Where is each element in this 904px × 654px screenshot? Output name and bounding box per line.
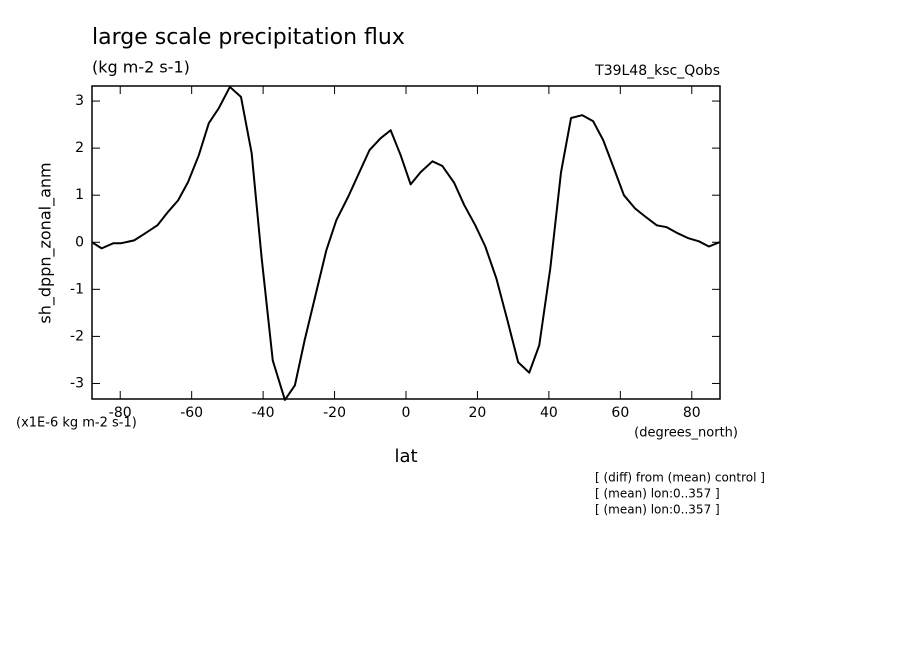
y-tick-label: -2 [70,328,84,344]
note: [ (mean) lon:0..357 ] [595,503,720,517]
y-tick-label: 0 [75,234,84,250]
data-line [91,85,720,401]
y-tick-label: 3 [75,93,84,109]
y-units: (x1E-6 kg m-2 s-1) [16,416,137,431]
note: [ (diff) from (mean) control ] [595,471,765,485]
y-tick-label: -1 [70,281,84,297]
x-tick-label: -60 [180,405,203,421]
y-tick-label: -3 [70,375,84,391]
x-tick-label: -40 [252,405,275,421]
x-tick-label: -20 [323,405,346,421]
x-tick-label: 80 [683,405,701,421]
x-tick-label: 40 [540,405,558,421]
y-tick-label: 1 [75,187,84,203]
x-tick-label: 60 [611,405,629,421]
x-tick-label: 20 [469,405,487,421]
chart-subtitle: (kg m-2 s-1) [92,58,190,77]
x-tick-label: -80 [109,405,132,421]
y-tick-label: 2 [75,140,84,156]
x-units: (degrees_north) [634,426,738,441]
chart-title: large scale precipitation flux [92,25,405,50]
x-axis-label: lat [394,446,417,467]
run-label: T39L48_ksc_Qobs [594,63,720,79]
note: [ (mean) lon:0..357 ] [595,487,720,501]
y-axis-label: sh_dppn_zonal_anm [36,162,56,323]
x-tick-label: 0 [402,405,411,421]
